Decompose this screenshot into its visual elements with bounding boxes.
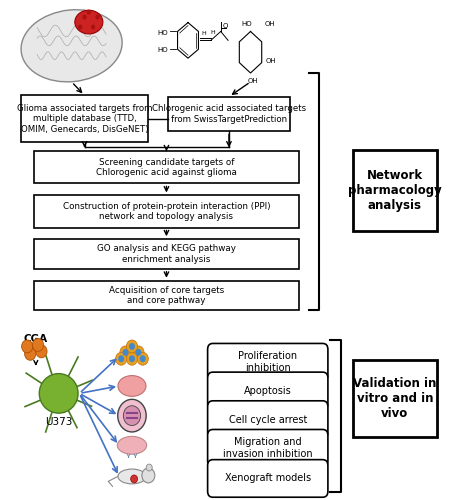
Text: HO: HO [158,47,169,53]
Text: Validation in
vitro and in
vivo: Validation in vitro and in vivo [353,377,437,420]
Circle shape [140,356,146,362]
Circle shape [116,352,127,365]
Text: Screening candidate targets of
Chlorogenic acid against glioma: Screening candidate targets of Chlorogen… [96,158,237,177]
Ellipse shape [117,436,147,454]
FancyBboxPatch shape [207,372,328,410]
FancyBboxPatch shape [34,280,299,310]
Circle shape [146,464,152,471]
Circle shape [32,338,43,351]
Text: OH: OH [265,20,275,26]
FancyBboxPatch shape [34,196,299,228]
Circle shape [36,345,47,358]
Circle shape [22,340,33,353]
Circle shape [87,10,91,14]
Circle shape [118,356,124,362]
FancyBboxPatch shape [21,96,148,142]
FancyBboxPatch shape [168,96,290,132]
Circle shape [91,24,95,29]
Circle shape [129,356,135,362]
Circle shape [118,400,146,432]
Ellipse shape [118,376,146,396]
Text: Xenograft models: Xenograft models [225,474,311,484]
Circle shape [129,343,135,350]
Circle shape [135,349,141,356]
Text: Network
pharmacology
analysis: Network pharmacology analysis [348,169,442,212]
Text: H: H [201,32,206,36]
Text: Glioma associated targets from
multiple database (TTD,
OMIM, Genecards, DisGeNET: Glioma associated targets from multiple … [17,104,152,134]
FancyBboxPatch shape [207,344,328,381]
FancyBboxPatch shape [207,460,328,497]
FancyBboxPatch shape [34,239,299,269]
Circle shape [130,475,138,483]
Text: H: H [211,30,215,36]
Text: HO: HO [158,30,169,36]
Text: Migration and
invasion inhibition: Migration and invasion inhibition [223,438,313,459]
Ellipse shape [39,374,78,413]
Ellipse shape [75,10,103,34]
Text: O: O [222,22,228,28]
FancyBboxPatch shape [207,430,328,467]
Text: GO analysis and KEGG pathway
enrichment analysis: GO analysis and KEGG pathway enrichment … [97,244,236,264]
Circle shape [142,468,155,483]
Text: Cell cycle arrest: Cell cycle arrest [229,414,307,424]
Circle shape [126,340,138,353]
FancyBboxPatch shape [353,360,437,436]
Text: Acquisition of core targets
and core pathway: Acquisition of core targets and core pat… [109,286,224,305]
FancyBboxPatch shape [34,152,299,184]
Text: Proliferation
inhibition: Proliferation inhibition [238,352,297,373]
Ellipse shape [21,10,122,82]
Circle shape [137,352,148,365]
FancyBboxPatch shape [353,150,437,232]
Text: CGA: CGA [24,334,48,344]
Circle shape [24,348,36,360]
Circle shape [82,14,87,20]
Circle shape [95,14,100,20]
Ellipse shape [118,469,146,484]
Text: Apoptosis: Apoptosis [244,386,292,396]
Circle shape [78,24,82,29]
Circle shape [126,352,138,365]
Circle shape [123,406,140,425]
Text: U373: U373 [45,417,72,427]
Circle shape [122,349,129,356]
Circle shape [120,346,131,359]
Text: OH: OH [247,78,258,84]
FancyBboxPatch shape [207,401,328,438]
Text: OH: OH [266,58,276,64]
Text: Construction of protein-protein interaction (PPI)
network and topology analysis: Construction of protein-protein interact… [63,202,270,221]
Circle shape [133,346,144,359]
Text: Chlorogenic acid associated targets
from SwissTargetPrediction: Chlorogenic acid associated targets from… [152,104,306,124]
Text: HO: HO [241,20,251,26]
